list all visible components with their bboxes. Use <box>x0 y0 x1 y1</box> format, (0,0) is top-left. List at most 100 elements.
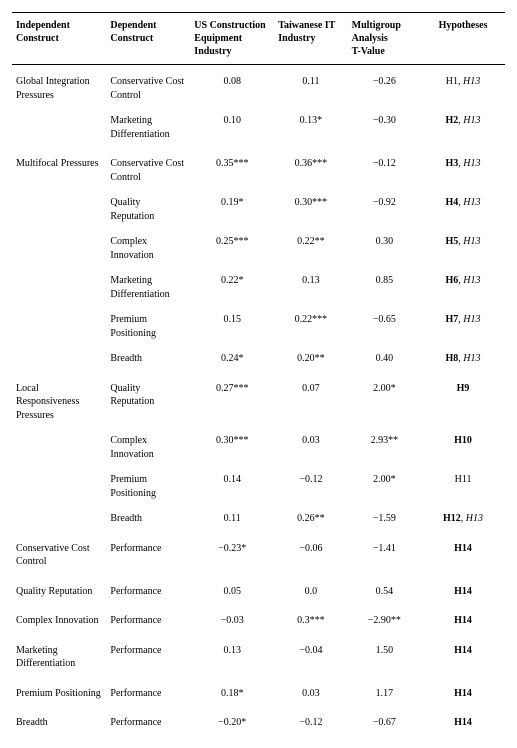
cell-tw: 0.36*** <box>274 147 347 190</box>
cell-us: 0.13 <box>190 634 274 677</box>
cell-dependent: Performance <box>106 706 190 736</box>
cell-dependent: Breadth <box>106 506 190 532</box>
cell-us: −0.23* <box>190 532 274 575</box>
cell-us: 0.24* <box>190 346 274 372</box>
table-row: Complex Innovation0.30***0.032.93**H10 <box>12 428 505 467</box>
cell-tw: 0.03 <box>274 428 347 467</box>
cell-tw: 0.0 <box>274 575 347 605</box>
cell-multigroup: 0.40 <box>348 346 421 372</box>
cell-tw: 0.13* <box>274 108 347 147</box>
table-row: Premium Positioning0.150.22***−0.65H7, H… <box>12 307 505 346</box>
cell-dependent: Marketing Differentiation <box>106 108 190 147</box>
cell-independent <box>12 346 106 372</box>
col-multigroup-l3: T-Value <box>352 46 385 57</box>
cell-tw: 0.13 <box>274 268 347 307</box>
cell-independent: Local Responsiveness Pressures <box>12 372 106 429</box>
cell-hypotheses: H14 <box>421 604 505 634</box>
cell-hypotheses: H14 <box>421 634 505 677</box>
cell-us: 0.19* <box>190 190 274 229</box>
cell-hypotheses: H8, H13 <box>421 346 505 372</box>
cell-multigroup: −0.67 <box>348 706 421 736</box>
cell-hypotheses: H9 <box>421 372 505 429</box>
cell-dependent: Complex Innovation <box>106 428 190 467</box>
cell-tw: 0.3*** <box>274 604 347 634</box>
table-row: Quality ReputationPerformance0.050.00.54… <box>12 575 505 605</box>
cell-hypotheses: H10 <box>421 428 505 467</box>
table-header-row: Independent Construct Dependent Construc… <box>12 13 505 65</box>
cell-hypotheses: H12, H13 <box>421 506 505 532</box>
table-row: BreadthPerformance−0.20*−0.12−0.67H14 <box>12 706 505 736</box>
table-row: Complex InnovationPerformance−0.030.3***… <box>12 604 505 634</box>
cell-independent: Quality Reputation <box>12 575 106 605</box>
cell-hypotheses: H11 <box>421 467 505 506</box>
table-row: Breadth0.110.26**−1.59H12, H13 <box>12 506 505 532</box>
cell-multigroup: 1.17 <box>348 677 421 707</box>
cell-independent: Global Integration Pressures <box>12 65 106 109</box>
table-row: Marketing Differentiation0.22*0.130.85H6… <box>12 268 505 307</box>
cell-dependent: Complex Innovation <box>106 229 190 268</box>
col-tw: Taiwanese IT Industry <box>274 13 347 65</box>
cell-independent <box>12 190 106 229</box>
cell-tw: 0.30*** <box>274 190 347 229</box>
cell-tw: 0.22** <box>274 229 347 268</box>
cell-tw: 0.26** <box>274 506 347 532</box>
cell-multigroup: 1.50 <box>348 634 421 677</box>
col-hypotheses: Hypotheses <box>421 13 505 65</box>
cell-us: 0.25*** <box>190 229 274 268</box>
cell-dependent: Performance <box>106 604 190 634</box>
table-row: Marketing Differentiation0.100.13*−0.30H… <box>12 108 505 147</box>
table-row: Complex Innovation0.25***0.22**0.30H5, H… <box>12 229 505 268</box>
cell-hypotheses: H14 <box>421 575 505 605</box>
cell-hypotheses: H6, H13 <box>421 268 505 307</box>
cell-hypotheses: H1, H13 <box>421 65 505 109</box>
cell-us: 0.15 <box>190 307 274 346</box>
cell-multigroup: −0.26 <box>348 65 421 109</box>
cell-tw: 0.22*** <box>274 307 347 346</box>
cell-multigroup: 2.00* <box>348 467 421 506</box>
cell-dependent: Conservative Cost Control <box>106 147 190 190</box>
cell-tw: 0.07 <box>274 372 347 429</box>
col-dependent: Dependent Construct <box>106 13 190 65</box>
cell-hypotheses: H7, H13 <box>421 307 505 346</box>
cell-us: 0.11 <box>190 506 274 532</box>
cell-independent: Breadth <box>12 706 106 736</box>
cell-tw: 0.20** <box>274 346 347 372</box>
cell-dependent: Quality Reputation <box>106 372 190 429</box>
cell-dependent: Quality Reputation <box>106 190 190 229</box>
cell-independent <box>12 229 106 268</box>
cell-us: 0.35*** <box>190 147 274 190</box>
col-us: US Construction Equipment Industry <box>190 13 274 65</box>
table-row: Conservative Cost ControlPerformance−0.2… <box>12 532 505 575</box>
cell-hypotheses: H14 <box>421 706 505 736</box>
cell-multigroup: 0.54 <box>348 575 421 605</box>
cell-tw: −0.04 <box>274 634 347 677</box>
table-row: Global Integration PressuresConservative… <box>12 65 505 109</box>
cell-multigroup: −0.30 <box>348 108 421 147</box>
cell-multigroup: 2.00* <box>348 372 421 429</box>
cell-dependent: Marketing Differentiation <box>106 268 190 307</box>
cell-dependent: Premium Positioning <box>106 307 190 346</box>
cell-hypotheses: H14 <box>421 677 505 707</box>
cell-dependent: Performance <box>106 634 190 677</box>
table-row: Multifocal PressuresConservative Cost Co… <box>12 147 505 190</box>
cell-us: 0.22* <box>190 268 274 307</box>
table-row: Local Responsiveness PressuresQuality Re… <box>12 372 505 429</box>
cell-us: 0.05 <box>190 575 274 605</box>
cell-tw: −0.06 <box>274 532 347 575</box>
table-row: Marketing DifferentiationPerformance0.13… <box>12 634 505 677</box>
cell-us: 0.14 <box>190 467 274 506</box>
col-multigroup: Multigroup Analysis T-Value <box>348 13 421 65</box>
table-row: Quality Reputation0.19*0.30***−0.92H4, H… <box>12 190 505 229</box>
cell-multigroup: 0.85 <box>348 268 421 307</box>
cell-independent <box>12 467 106 506</box>
cell-multigroup: −2.90** <box>348 604 421 634</box>
cell-dependent: Breadth <box>106 346 190 372</box>
cell-dependent: Conservative Cost Control <box>106 65 190 109</box>
cell-hypotheses: H5, H13 <box>421 229 505 268</box>
cell-hypotheses: H2, H13 <box>421 108 505 147</box>
cell-tw: −0.12 <box>274 467 347 506</box>
cell-independent <box>12 506 106 532</box>
cell-dependent: Premium Positioning <box>106 467 190 506</box>
cell-us: 0.27*** <box>190 372 274 429</box>
cell-independent: Multifocal Pressures <box>12 147 106 190</box>
